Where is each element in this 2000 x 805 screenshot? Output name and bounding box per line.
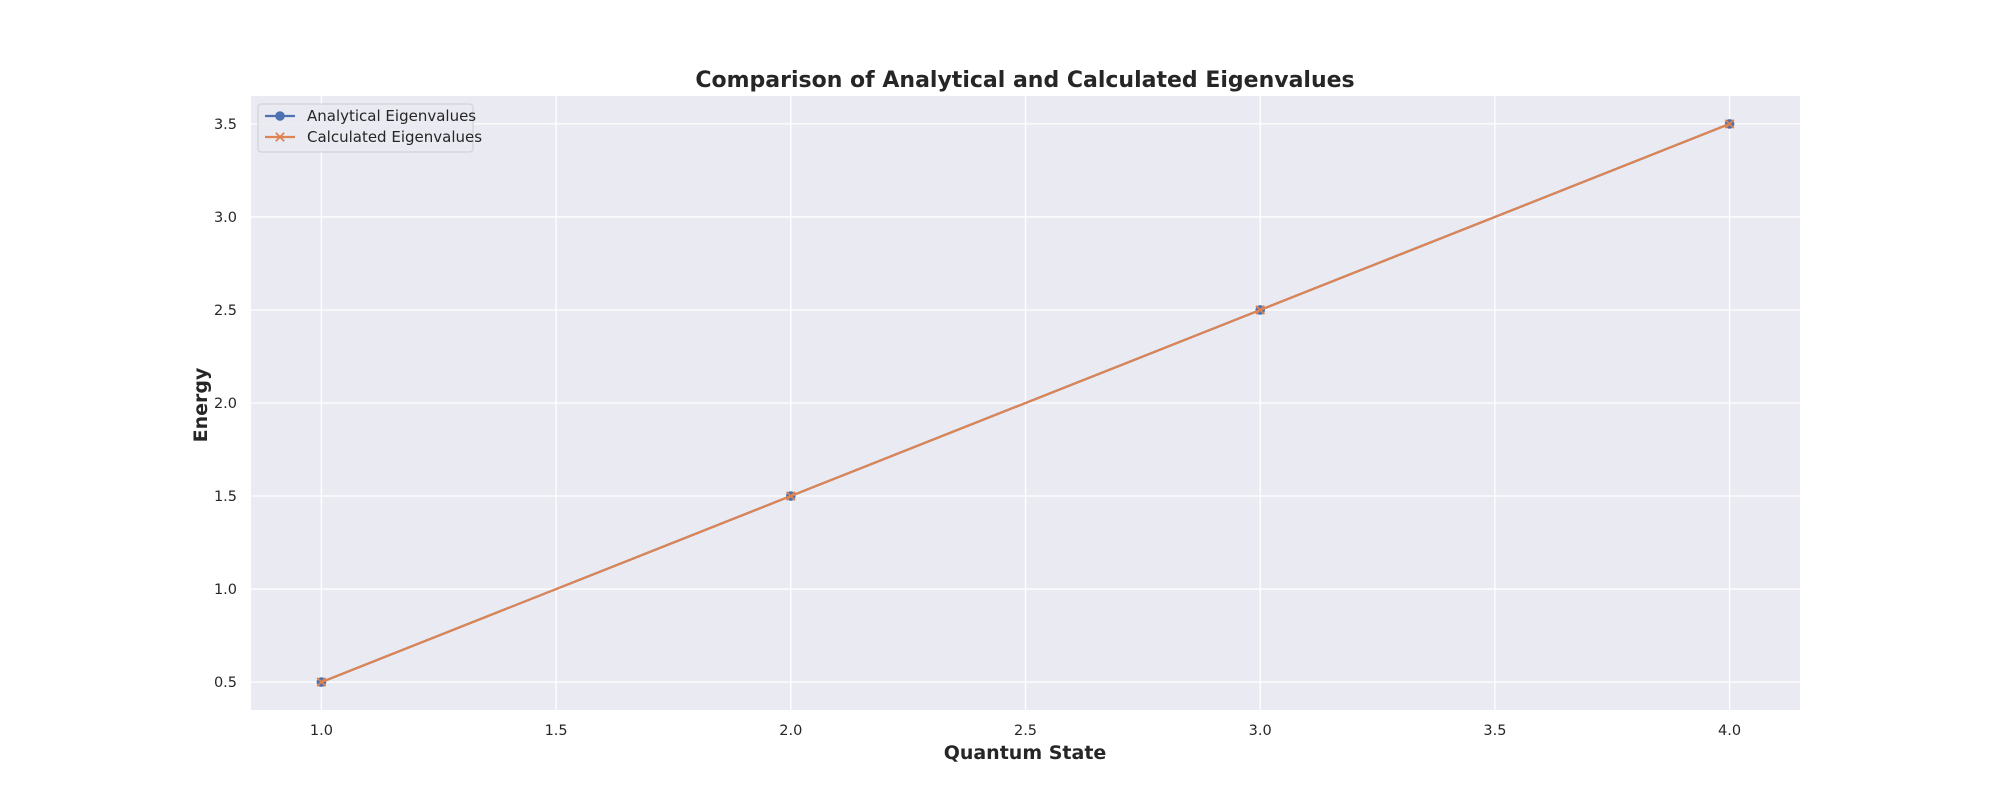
legend-marker — [275, 132, 285, 142]
series-2 — [316, 119, 1735, 687]
legend-label: Calculated Eigenvalues — [307, 128, 482, 146]
chart-title: Comparison of Analytical and Calculated … — [695, 68, 1354, 93]
series-layer — [316, 119, 1735, 687]
tick-labels: 1.0 1.5 2.0 2.5 3.0 3.5 4.0 0.5 1.0 1.5 2.0 2.5 3.0 3… — [214, 117, 1741, 739]
x-tick-label: 3.0 — [1249, 723, 1272, 739]
y-tick-label: 0.5 — [214, 675, 237, 691]
legend-entries: Analytical Eigenvalues Calculated Eigenva… — [265, 107, 482, 146]
data-point-stroke — [316, 677, 327, 687]
legend-entry: Calculated Eigenvalues — [265, 128, 482, 146]
x-tick-label: 1.0 — [310, 723, 333, 739]
x-axis-label: Quantum State — [944, 742, 1107, 764]
x-tick-label: 2.5 — [1014, 723, 1037, 739]
legend: Analytical Eigenvalues Calculated Eigenva… — [257, 103, 482, 153]
data-point-stroke — [1255, 305, 1266, 315]
data-point — [1724, 119, 1735, 129]
data-point — [316, 677, 327, 687]
x-tick-label: 2.0 — [779, 723, 802, 739]
y-tick-label: 3.5 — [214, 117, 237, 133]
data-point — [1255, 305, 1266, 315]
data-point-stroke — [785, 491, 796, 501]
y-axis-label: Energy — [190, 367, 212, 442]
legend-marker — [275, 111, 285, 121]
y-tick-label: 3.0 — [214, 210, 237, 226]
data-point — [785, 491, 796, 501]
x-tick-label: 3.5 — [1483, 723, 1506, 739]
legend-entry: Analytical Eigenvalues — [265, 107, 476, 125]
legend-label: Analytical Eigenvalues — [307, 107, 476, 125]
y-tick-label: 1.0 — [214, 582, 237, 598]
y-tick-label: 2.5 — [214, 303, 237, 319]
x-tick-label: 4.0 — [1718, 723, 1741, 739]
data-point-stroke — [1724, 119, 1735, 129]
y-tick-label: 1.5 — [214, 489, 237, 505]
x-tick-label: 1.5 — [545, 723, 568, 739]
y-tick-label: 2.0 — [214, 396, 237, 412]
series-line — [321, 122, 1730, 684]
legend-box — [257, 103, 474, 153]
